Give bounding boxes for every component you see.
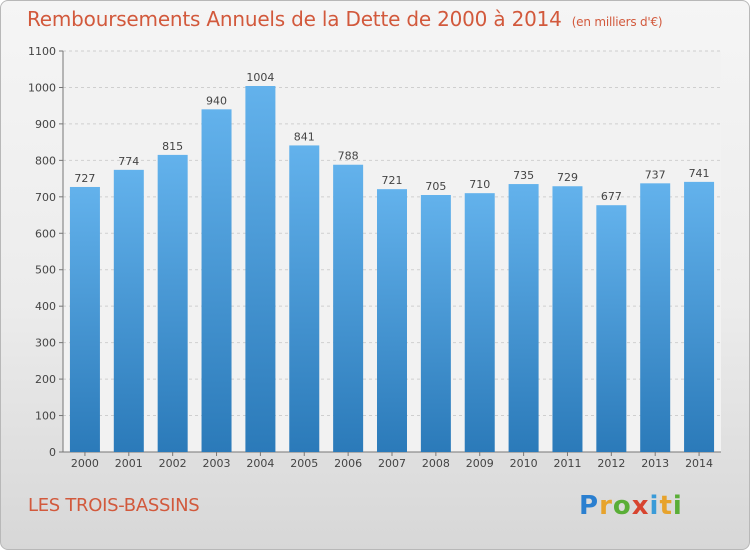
x-tick-label-2010: 2010 <box>510 457 538 470</box>
title-unit: (en milliers d'€) <box>571 15 663 29</box>
value-label-2007: 721 <box>382 174 403 187</box>
y-tick-label: 200 <box>35 373 56 386</box>
bar-2008 <box>420 194 451 452</box>
bar-2000 <box>69 186 100 452</box>
bar-2009 <box>464 193 495 452</box>
value-label-2003: 940 <box>206 94 227 107</box>
commune-name: LES TROIS-BASSINS <box>28 495 200 516</box>
y-tick-label: 500 <box>35 264 56 277</box>
value-label-2013: 737 <box>645 168 666 181</box>
x-tick-label-2001: 2001 <box>115 457 143 470</box>
y-tick-label: 300 <box>35 337 56 350</box>
value-label-2010: 735 <box>513 169 534 182</box>
value-label-2005: 841 <box>294 130 315 143</box>
y-tick-label: 1000 <box>28 81 56 94</box>
bar-2005 <box>289 145 320 452</box>
x-tick-label-2012: 2012 <box>597 457 625 470</box>
bar-2014 <box>684 181 715 452</box>
x-tick-label-2000: 2000 <box>71 457 99 470</box>
bar-2011 <box>552 186 583 452</box>
x-tick-label-2007: 2007 <box>378 457 406 470</box>
x-tick-label-2006: 2006 <box>334 457 362 470</box>
proxiti-logo[interactable]: Proxiti <box>579 491 683 521</box>
bar-2002 <box>157 154 188 453</box>
bar-2001 <box>113 169 144 453</box>
value-label-2008: 705 <box>425 180 446 193</box>
x-tick-label-2002: 2002 <box>159 457 187 470</box>
y-tick-label: 700 <box>35 191 56 204</box>
value-label-2004: 1004 <box>246 71 274 84</box>
value-label-2001: 774 <box>118 155 139 168</box>
x-tick-label-2011: 2011 <box>553 457 581 470</box>
bar-2007 <box>377 189 407 452</box>
bar-2012 <box>596 205 627 452</box>
y-tick-label: 0 <box>49 446 56 459</box>
title-text: Remboursements Annuels de la Dette de 20… <box>27 7 562 31</box>
x-tick-label-2013: 2013 <box>641 457 669 470</box>
x-tick-label-2004: 2004 <box>246 457 274 470</box>
y-tick-label: 900 <box>35 118 56 131</box>
value-label-2014: 741 <box>689 167 710 180</box>
x-tick-label-2003: 2003 <box>203 457 231 470</box>
y-tick-label: 400 <box>35 300 56 313</box>
x-tick-label-2009: 2009 <box>466 457 494 470</box>
x-tick-label-2005: 2005 <box>290 457 318 470</box>
y-tick-label: 800 <box>35 154 56 167</box>
value-label-2002: 815 <box>162 140 183 153</box>
y-tick-label: 100 <box>35 410 56 423</box>
labels: 0 100 200 300 400 500 600 700 800 900 1000 1100 727 2… <box>28 45 713 470</box>
bar-2006 <box>333 164 364 453</box>
bar-2003 <box>201 109 232 452</box>
x-tick-label-2014: 2014 <box>685 457 713 470</box>
value-label-2009: 710 <box>469 178 490 191</box>
bars <box>69 85 715 453</box>
x-tick-label-2008: 2008 <box>422 457 450 470</box>
y-tick-label: 600 <box>35 227 56 240</box>
value-label-2000: 727 <box>74 172 95 185</box>
bar-2010 <box>508 184 539 453</box>
chart-title: Remboursements Annuels de la Dette de 20… <box>27 7 663 31</box>
value-label-2006: 788 <box>338 150 359 163</box>
bar-2004 <box>245 85 276 452</box>
value-label-2011: 729 <box>557 171 578 184</box>
y-tick-label: 1100 <box>28 45 56 58</box>
value-label-2012: 677 <box>601 190 622 203</box>
bar-2013 <box>640 183 671 452</box>
